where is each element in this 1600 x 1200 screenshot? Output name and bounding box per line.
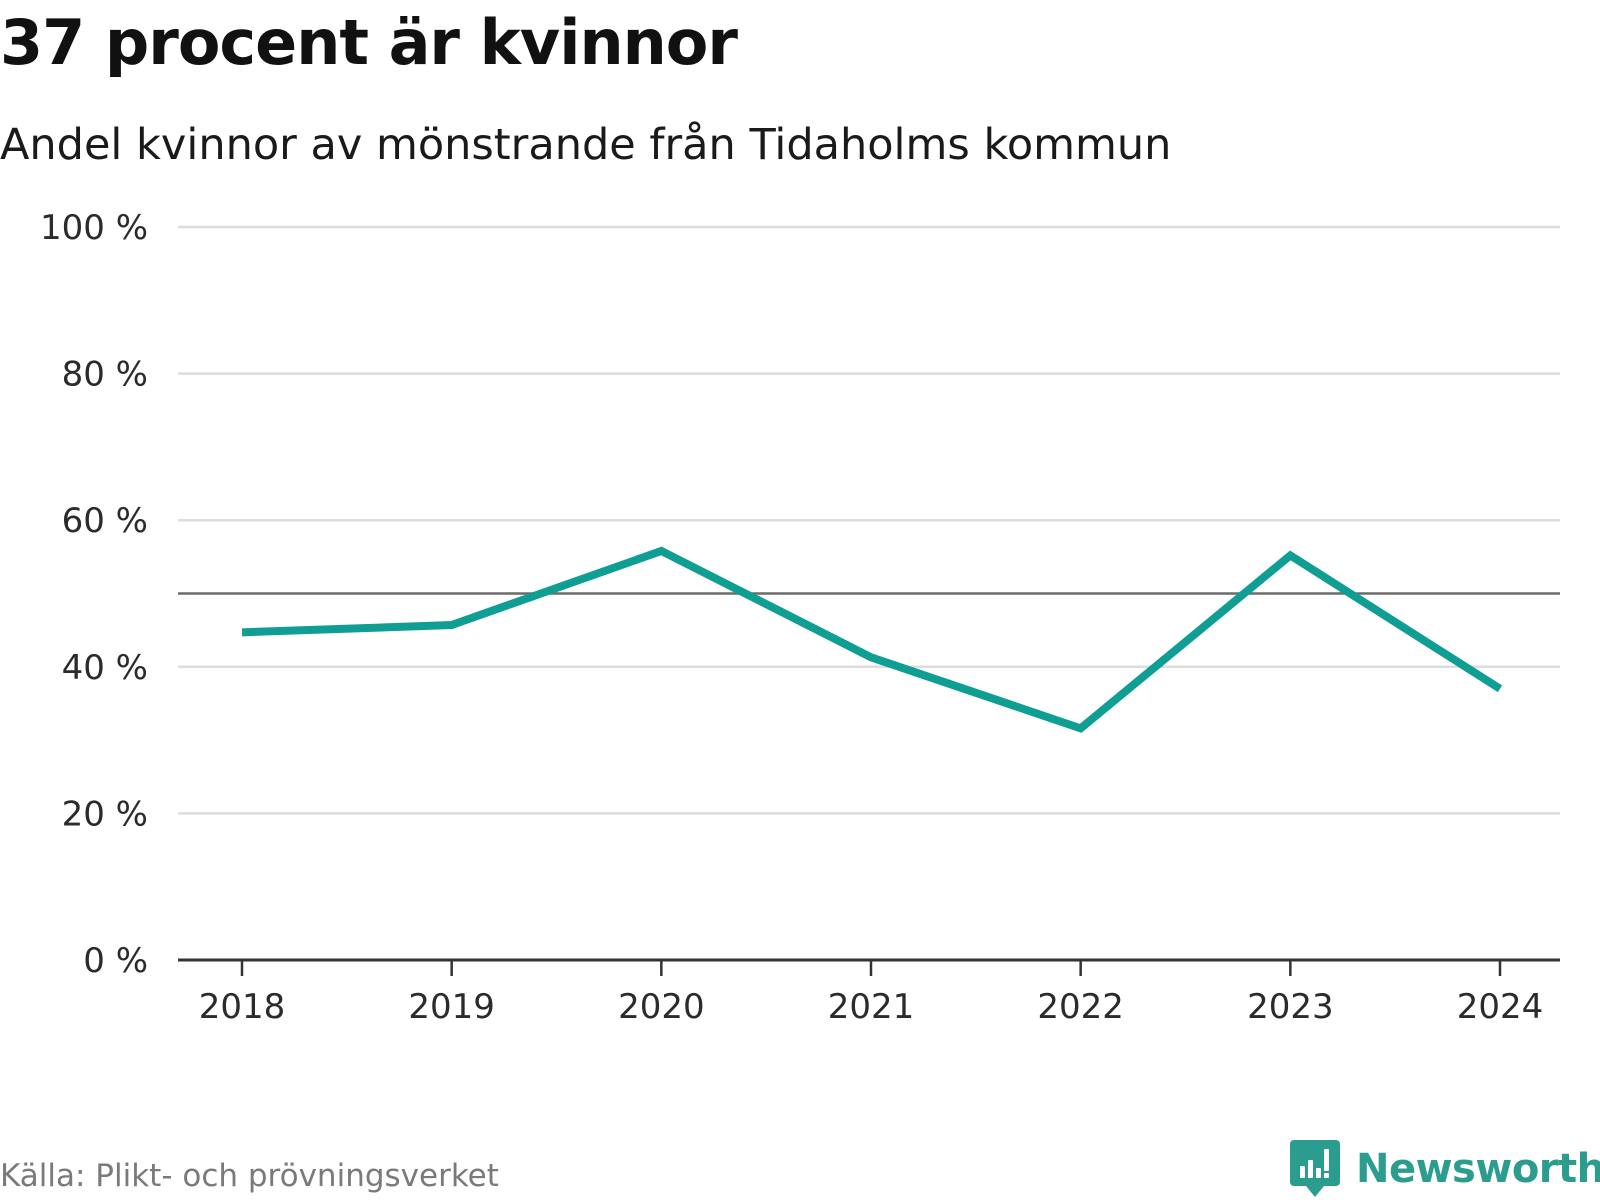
x-tick-label-2018: 2018 (199, 987, 286, 1027)
y-tick-label-80: 80 % (62, 355, 148, 395)
chart-subtitle: Andel kvinnor av mönstrande från Tidahol… (0, 120, 1172, 170)
x-tick-label-2021: 2021 (828, 987, 915, 1027)
source-note: Källa: Plikt- och prövningsverket (0, 1158, 499, 1194)
brand-name: Newsworthy (1356, 1146, 1600, 1192)
x-tick-label-2020: 2020 (618, 987, 705, 1027)
bar-chart-speech-bubble-icon (1290, 1140, 1340, 1197)
x-axis (178, 958, 1560, 976)
y-tick-label-40: 40 % (62, 648, 148, 688)
brand-logo: Newsworthy (1290, 1140, 1600, 1198)
x-tick-label-2024: 2024 (1457, 987, 1544, 1027)
x-tick-label-2022: 2022 (1037, 987, 1124, 1027)
y-axis-labels: 0 % 20 % 40 % 60 % 80 % 100 % (40, 208, 148, 981)
y-tick-label-20: 20 % (62, 794, 148, 834)
x-tick-label-2019: 2019 (408, 987, 495, 1027)
series-group (241, 546, 1503, 733)
chart-title: 37 procent är kvinnor (0, 6, 738, 79)
grid-lines (178, 225, 1560, 815)
y-tick-label-100: 100 % (40, 208, 148, 248)
series-line-0 (241, 546, 1503, 733)
x-axis-labels: 2018 2019 2020 2021 2022 2023 2024 (199, 987, 1544, 1027)
x-tick-label-2023: 2023 (1247, 987, 1334, 1027)
y-tick-label-0: 0 % (83, 941, 148, 981)
y-tick-label-60: 60 % (62, 501, 148, 541)
